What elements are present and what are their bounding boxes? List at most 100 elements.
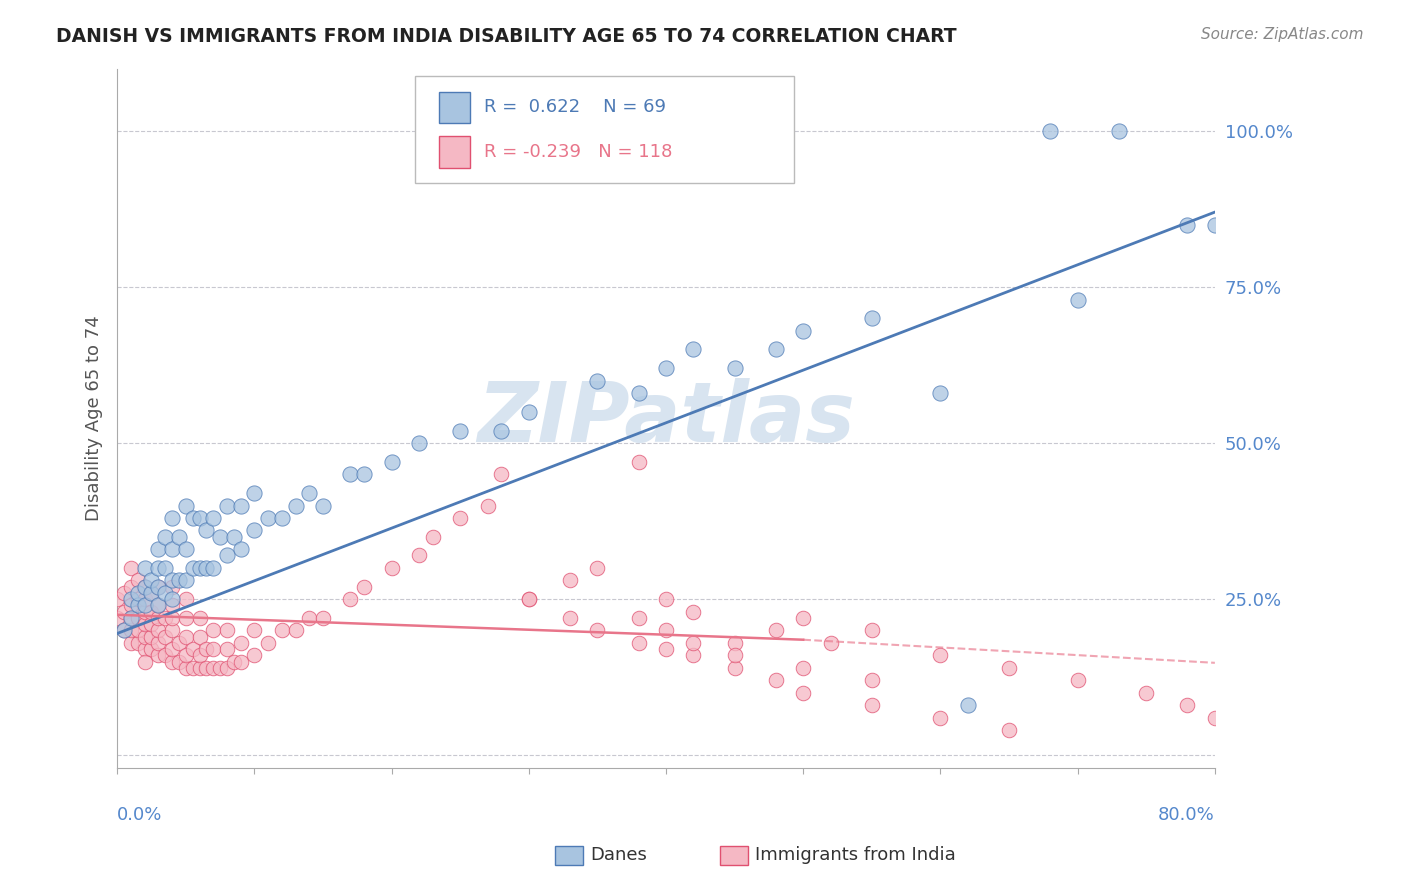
Point <box>586 374 609 388</box>
Point <box>860 698 883 713</box>
Point <box>120 611 142 625</box>
Text: Immigrants from India: Immigrants from India <box>755 847 956 864</box>
Point <box>765 343 787 357</box>
Point <box>160 624 183 638</box>
Point <box>155 561 177 575</box>
Point <box>134 655 156 669</box>
Point <box>558 611 581 625</box>
Point <box>627 386 650 401</box>
Point <box>134 580 156 594</box>
Point <box>1066 673 1088 688</box>
Point <box>1039 124 1062 138</box>
Point <box>160 580 183 594</box>
Point <box>155 648 177 663</box>
Point <box>155 630 177 644</box>
Point <box>257 636 280 650</box>
Point <box>270 624 292 638</box>
Point <box>222 655 245 669</box>
Point <box>134 605 156 619</box>
Point <box>148 580 170 594</box>
Point <box>381 455 404 469</box>
Point <box>202 642 225 657</box>
Point <box>270 511 292 525</box>
Text: 80.0%: 80.0% <box>1159 806 1215 824</box>
Point <box>477 499 499 513</box>
Point <box>188 611 211 625</box>
Point <box>682 343 704 357</box>
Point <box>160 599 183 613</box>
Point <box>229 542 252 557</box>
Point <box>284 624 307 638</box>
Point <box>491 467 513 482</box>
Point <box>765 673 787 688</box>
Point <box>188 561 211 575</box>
Point <box>215 499 238 513</box>
Point <box>353 580 375 594</box>
Point <box>298 611 321 625</box>
Point <box>209 530 232 544</box>
Point <box>209 661 232 675</box>
Point <box>586 624 609 638</box>
Point <box>202 511 225 525</box>
Point <box>682 605 704 619</box>
Point <box>127 592 149 607</box>
Point <box>141 605 163 619</box>
Point <box>141 630 163 644</box>
Point <box>112 605 135 619</box>
Point <box>517 592 540 607</box>
Point <box>174 648 197 663</box>
Point <box>174 542 197 557</box>
Point <box>792 324 814 338</box>
Point <box>792 686 814 700</box>
Point <box>141 617 163 632</box>
Point <box>120 611 142 625</box>
Point <box>257 511 280 525</box>
Point <box>202 661 225 675</box>
Point <box>723 361 745 376</box>
Point <box>491 424 513 438</box>
Point <box>312 611 335 625</box>
Point <box>167 636 190 650</box>
Point <box>148 624 170 638</box>
Point <box>229 655 252 669</box>
Point <box>215 624 238 638</box>
Point <box>298 486 321 500</box>
Point <box>1108 124 1130 138</box>
Point <box>339 467 361 482</box>
Point <box>127 599 149 613</box>
Point <box>195 561 218 575</box>
Point <box>517 592 540 607</box>
Point <box>174 661 197 675</box>
Point <box>160 574 183 588</box>
Point <box>188 661 211 675</box>
Point <box>120 580 142 594</box>
Text: ZIPatlas: ZIPatlas <box>477 377 855 458</box>
Point <box>134 580 156 594</box>
Point <box>449 424 471 438</box>
Point <box>243 624 266 638</box>
Point <box>134 561 156 575</box>
Point <box>627 611 650 625</box>
Point <box>860 311 883 326</box>
Point <box>155 586 177 600</box>
Point <box>160 511 183 525</box>
Point <box>167 655 190 669</box>
Point <box>160 655 183 669</box>
Point <box>127 611 149 625</box>
Point <box>408 436 430 450</box>
Text: Source: ZipAtlas.com: Source: ZipAtlas.com <box>1201 27 1364 42</box>
Point <box>339 592 361 607</box>
Point <box>655 361 678 376</box>
Point <box>422 530 444 544</box>
Point <box>860 673 883 688</box>
Point <box>929 711 952 725</box>
Point <box>1177 698 1199 713</box>
Point <box>929 386 952 401</box>
Point <box>174 592 197 607</box>
Point <box>105 611 128 625</box>
Point <box>167 530 190 544</box>
Point <box>134 617 156 632</box>
Point <box>141 586 163 600</box>
Point <box>188 630 211 644</box>
Point <box>155 530 177 544</box>
